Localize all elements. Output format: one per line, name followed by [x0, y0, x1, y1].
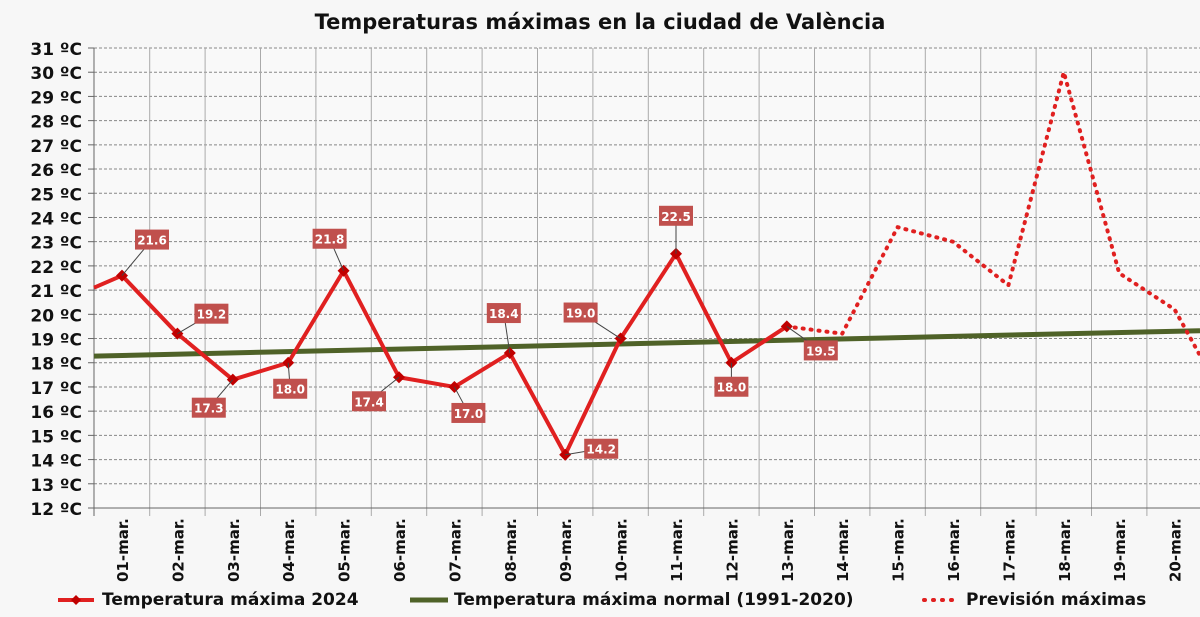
data-label-box [191, 397, 226, 418]
y-tick-label: 19 ºC [30, 331, 82, 351]
y-tick-label: 21 ºC [30, 282, 82, 302]
y-tick-label: 31 ºC [30, 40, 82, 60]
data-label-box [194, 303, 229, 324]
x-tick-label: 03-mar. [225, 518, 243, 582]
legend-label: Previsión máximas [966, 590, 1147, 610]
data-label-box [714, 376, 749, 397]
data-label: 19.5 [806, 344, 836, 358]
y-tick-label: 12 ºC [30, 500, 82, 520]
series-2024-line [93, 251, 788, 457]
y-tick-label: 25 ºC [30, 185, 82, 205]
data-label: 14.2 [586, 443, 616, 457]
legend-item-normal: Temperatura máxima normal (1991-2020) [410, 590, 854, 610]
legend-label: Temperatura máxima normal (1991-2020) [454, 590, 854, 610]
legend-item-forecast: Previsión máximas [922, 590, 1146, 610]
y-tick-label: 24 ºC [30, 209, 82, 229]
y-tick-label: 16 ºC [30, 403, 82, 423]
x-tick-label: 20-mar. [1167, 518, 1185, 582]
x-tick-label: 06-mar. [391, 518, 409, 582]
data-label-box [451, 402, 486, 423]
x-tick-label: 01-mar. [114, 518, 132, 582]
data-label-box [273, 378, 308, 399]
y-tick-label: 22 ºC [30, 258, 82, 278]
y-tick-label: 27 ºC [30, 137, 82, 157]
legend-item-2024: Temperatura máxima 2024 [58, 590, 359, 610]
y-tick-label: 17 ºC [30, 379, 82, 399]
x-tick-label: 15-mar. [890, 518, 908, 582]
data-label-box [352, 391, 386, 412]
data-label: 18.0 [717, 381, 747, 395]
data-label-box [486, 303, 521, 324]
x-tick-label: 17-mar. [1000, 518, 1018, 582]
data-label-box [584, 438, 619, 459]
chart-title: Temperaturas máximas en la ciudad de Val… [314, 10, 886, 34]
data-label: 18.4 [489, 307, 519, 321]
x-tick-label: 10-mar. [613, 518, 631, 582]
data-label: 21.6 [137, 234, 167, 248]
data-label-box [135, 229, 169, 250]
normal-series-line [93, 328, 1200, 359]
plot-area [94, 48, 1200, 508]
data-label: 18.0 [275, 383, 305, 397]
legend-label: Temperatura máxima 2024 [102, 590, 359, 610]
x-tick-label: 18-mar. [1056, 518, 1074, 582]
x-tick-label: 04-mar. [280, 518, 298, 582]
x-tick-label: 14-mar. [834, 518, 852, 582]
data-label-box [803, 340, 838, 361]
x-tick-label: 19-mar. [1111, 518, 1129, 582]
y-tick-label: 14 ºC [30, 452, 82, 472]
data-label: 19.0 [566, 307, 596, 321]
x-tick-label: 07-mar. [446, 518, 464, 582]
data-label-box [563, 302, 598, 323]
x-tick-label: 02-mar. [169, 518, 187, 582]
y-tick-label: 30 ºC [30, 64, 82, 84]
data-label: 21.8 [315, 233, 345, 247]
data-label: 22.5 [661, 210, 691, 224]
y-tick-label: 13 ºC [30, 476, 82, 496]
y-tick-label: 20 ºC [30, 306, 82, 326]
x-tick-label: 08-mar. [502, 518, 520, 582]
data-label: 19.2 [197, 308, 227, 322]
x-tick-label: 16-mar. [945, 518, 963, 582]
x-tick-label: 05-mar. [336, 518, 354, 582]
y-tick-label: 23 ºC [30, 234, 82, 254]
data-label: 17.0 [454, 407, 484, 421]
x-tick-label: 12-mar. [723, 518, 741, 582]
forecast-series-line [784, 64, 1200, 358]
y-tick-label: 15 ºC [30, 427, 82, 447]
y-tick-label: 28 ºC [30, 113, 82, 133]
data-label: 17.3 [194, 402, 224, 416]
data-label: 17.4 [354, 395, 384, 409]
y-tick-label: 29 ºC [30, 88, 82, 108]
data-label-box [659, 205, 693, 226]
x-tick-label: 11-mar. [668, 518, 686, 582]
x-tick-label: 09-mar. [557, 518, 575, 582]
data-label-box [312, 228, 347, 249]
y-tick-label: 26 ºC [30, 161, 82, 181]
x-tick-label: 13-mar. [779, 518, 797, 582]
y-tick-label: 18 ºC [30, 355, 82, 375]
